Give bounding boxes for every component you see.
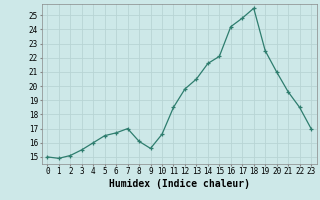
X-axis label: Humidex (Indice chaleur): Humidex (Indice chaleur) xyxy=(109,179,250,189)
